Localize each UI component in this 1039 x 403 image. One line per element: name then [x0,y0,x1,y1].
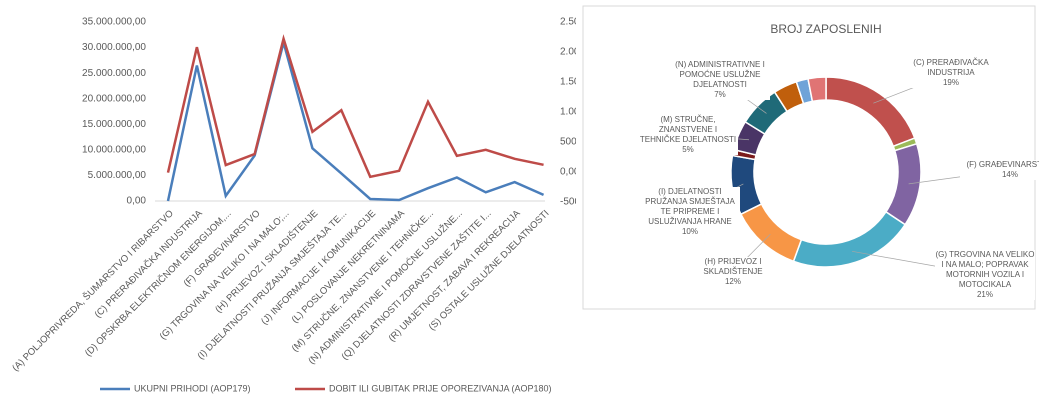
y-tick-label: 35.000.000,00 [82,17,146,28]
slice-label: (C) PRERAĐIVAČKA INDUSTRIJA 19% [901,58,1001,88]
y-tick-label: 20.000.000,00 [82,93,146,104]
donut-slice [884,142,922,226]
y2-tick-label: 2.500.000,00 [560,17,619,28]
donut-slice [807,76,827,103]
slice-name: (F) GRAĐEVINARSTVO [966,160,1039,169]
y2-tick-label: -500.000,00 [560,197,614,208]
legend-label: DOBIT ILI GUBITAK PRIJE OPOREZIVANJA (AO… [329,383,552,393]
donut-title: BROJ ZAPOSLENIH [770,22,881,36]
slice-percent: 10% [681,227,698,236]
slice-label: (N) ADMINISTRATIVNE I POMOĆNE USLUŽNE DJ… [670,60,770,100]
series-line [166,37,545,202]
slice-label: (G) TRGOVINA NA VELIKO I NA MALO; POPRAV… [935,250,1035,300]
series-line [166,34,544,179]
y-tick-label: 30.000.000,00 [82,42,146,53]
slice-percent: 14% [1001,170,1018,179]
slice-label: (F) GRAĐEVINARSTVO14% [960,160,1039,180]
y2-tick-label: 1.500.000,00 [560,77,619,88]
y2-tick-label: 2.000.000,00 [560,47,619,58]
slice-label: (M) STRUČNE, ZNANSTVENE I TEHNIČKE DJELA… [638,115,738,155]
donut-frame [582,5,1036,310]
slice-name: (G) TRGOVINA NA VELIKO I NA MALO; POPRAV… [935,250,1035,289]
slice-percent: 21% [976,290,993,299]
y-tick-label: 5.000.000,00 [88,170,147,181]
y-tick-label: 25.000.000,00 [82,68,146,79]
legend-label: UKUPNI PRIHODI (AOP179) [134,383,251,393]
donut-slice [792,210,907,268]
slice-name: (C) PRERAĐIVAČKA INDUSTRIJA [913,58,989,77]
y-tick-label: 0,00 [127,196,147,207]
y-tick-label: 10.000.000,00 [82,144,146,155]
slice-name: (H) PRIJEVOZ I SKLADIŠTENJE [703,257,763,276]
slice-name: (M) STRUČNE, ZNANSTVENE I TEHNIČKE DJELA… [639,115,737,144]
y2-tick-label: 0,00 [560,167,580,178]
y2-labels: -500.000,00 0,00 500.000,00 1.000.000,00 1.5… [560,17,619,208]
slice-name: (I) DJELATNOSTI PRUŽANJA SMJEŠTAJA TE PR… [645,187,735,226]
y-tick-label: 15.000.000,00 [82,119,146,130]
slice-name: (N) ADMINISTRATIVNE I POMOĆNE USLUŽNE DJ… [675,60,765,89]
slice-label: (H) PRIJEVOZ I SKLADIŠTENJE 12% [683,257,783,287]
slice-percent: 5% [682,145,694,154]
slice-percent: 12% [724,277,741,286]
y2-tick-label: 500.000,00 [560,137,610,148]
y2-tick-label: 1.000.000,00 [560,107,619,118]
slice-percent: 19% [942,78,959,87]
donut-slice [739,202,803,263]
slice-label: (I) DJELATNOSTI PRUŽANJA SMJEŠTAJA TE PR… [640,187,740,237]
slice-percent: 7% [714,90,726,99]
